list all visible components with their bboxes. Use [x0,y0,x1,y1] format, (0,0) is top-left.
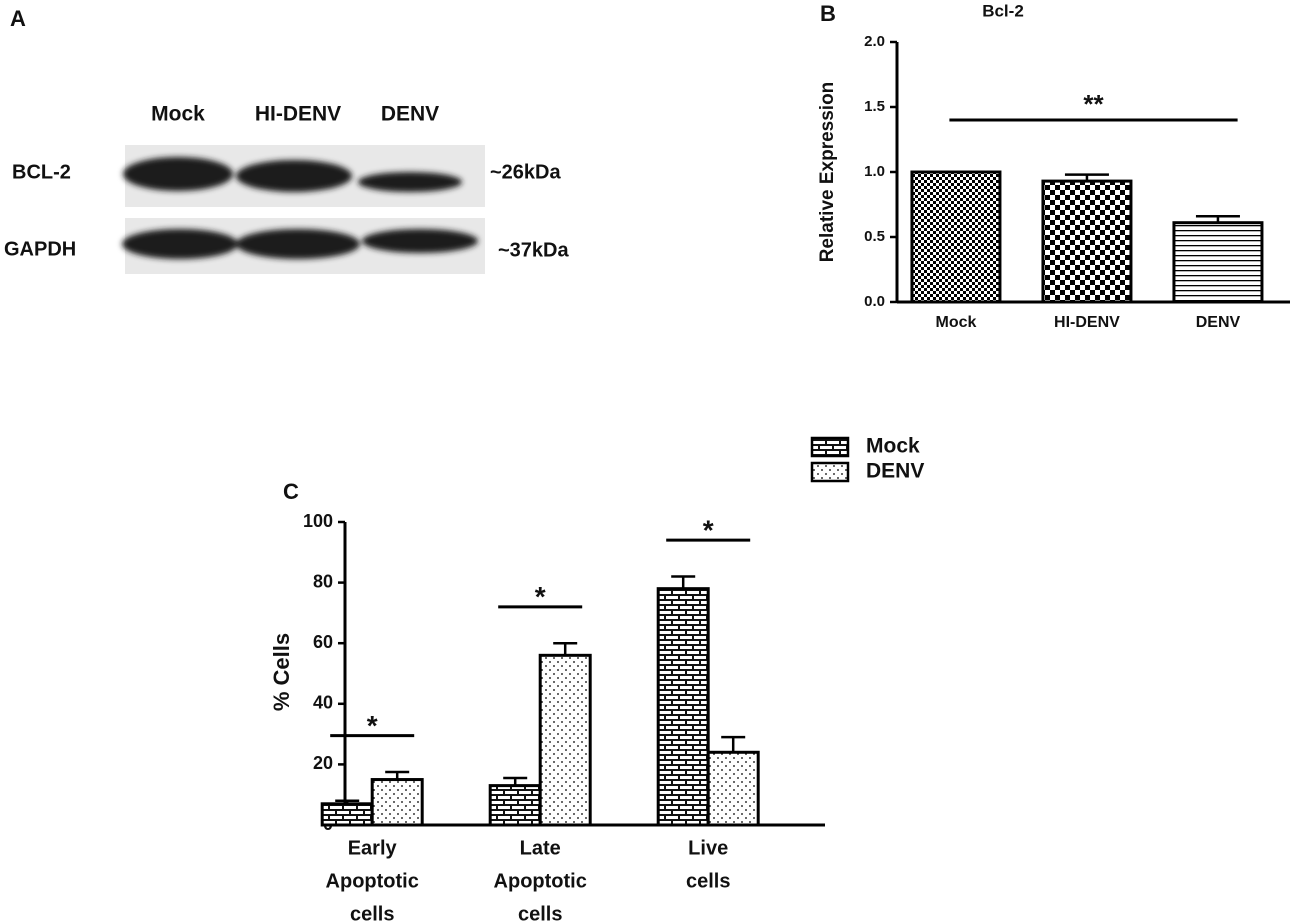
x-tick-label: DENV [1196,314,1241,331]
y-tick-label: 1.0 [864,163,885,180]
y-axis-label: % Cells [269,633,294,711]
y-tick-label: 60 [313,632,333,652]
x-tick-label: cells [686,870,730,892]
chart-title: Bcl-2 [982,1,1024,20]
significance-label: * [703,515,714,546]
x-tick-label: Late [520,837,561,859]
legend-label: Mock [866,435,920,458]
x-tick-label: cells [350,903,394,921]
bar [1172,221,1264,304]
panel-label: A [10,6,26,31]
bar [656,587,710,827]
legend-swatch [810,436,850,458]
bar [538,653,592,827]
x-tick-label: Early [348,837,398,859]
legend-swatch [810,461,850,483]
bar [320,802,374,827]
blot-bands [122,157,478,259]
significance-label: ** [1083,89,1104,119]
y-tick-label: 100 [303,511,333,531]
x-tick-label: Apoptotic [326,870,419,892]
bar [1041,179,1133,304]
row-label: GAPDH [4,238,76,260]
panel-a: A Mock HI-DENV DENV BCL-2 GAPDH ~26kDa ~… [4,6,569,274]
x-tick-label: cells [518,903,562,921]
lane-label: HI-DENV [255,103,341,126]
bar [370,778,424,827]
y-tick-label: 20 [313,753,333,773]
y-tick-label: 0.0 [864,293,885,310]
lane-label: Mock [151,103,205,126]
y-tick-label: 1.5 [864,98,885,115]
size-label: ~37kDa [498,239,569,261]
y-tick-label: 40 [313,693,333,713]
y-tick-label: 80 [313,571,333,591]
panel-label: C [283,479,299,504]
lane-label: DENV [381,103,439,126]
row-label: BCL-2 [12,161,71,183]
size-label: ~26kDa [490,161,561,183]
y-tick-label: 2.0 [864,33,885,50]
legend-label: DENV [866,460,924,483]
bar [910,170,1002,304]
y-tick-label: 0.5 [864,228,885,245]
bar [488,784,542,827]
x-tick-label: Mock [935,314,976,331]
significance-label: * [535,581,546,612]
x-tick-label: Apoptotic [494,870,587,892]
x-tick-label: Live [688,837,728,859]
significance-label: * [367,710,378,741]
bar [706,750,760,827]
x-tick-label: HI-DENV [1054,314,1120,331]
y-axis-label: Relative Expression [817,82,838,263]
panel-label: B [820,1,836,26]
